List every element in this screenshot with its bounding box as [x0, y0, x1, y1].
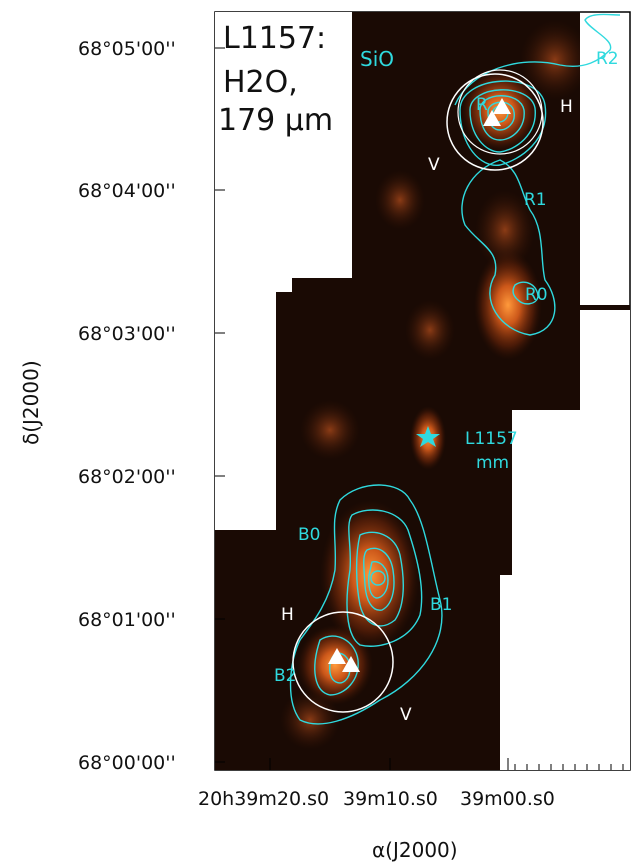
label-r: R: [476, 95, 488, 115]
beam-circle-north-small: [457, 69, 543, 155]
label-source-mm: mm: [476, 453, 509, 473]
y-ticks: [215, 47, 225, 763]
y-tick-label: 68°04'00'': [78, 180, 176, 202]
emission-blob: [280, 690, 340, 750]
title-line3: 179 μm: [218, 103, 333, 138]
title-line2: H2O,: [223, 65, 298, 100]
label-b1: B1: [430, 595, 452, 615]
y-tick-label: 68°03'00'': [78, 323, 176, 345]
x-ticks: [269, 758, 624, 770]
y-tick-label: 68°00'00'': [78, 752, 176, 774]
emission-blob: [297, 625, 373, 705]
triangle-marker: [342, 656, 360, 672]
x-tick-label: 20h39m20.s0: [198, 788, 329, 810]
x-axis-title: α(J2000): [372, 838, 458, 862]
triangle-marker: [328, 648, 346, 664]
y-tick-label: 68°01'00'': [78, 609, 176, 631]
x-tick-label: 39m10.s0: [343, 788, 438, 810]
y-axis-title: δ(J2000): [19, 360, 43, 445]
emission-blob: [475, 190, 535, 270]
beam-circle-north: [446, 73, 544, 171]
label-b2: B2: [274, 666, 296, 686]
label-v-south: V: [400, 705, 412, 725]
label-source-name: L1157: [465, 429, 518, 449]
sio-contours: [289, 13, 621, 725]
no-coverage-region: [215, 12, 352, 530]
label-r0: R0: [525, 285, 548, 305]
emission-blob: [300, 400, 360, 460]
star-icon: [416, 426, 440, 447]
label-v-north: V: [428, 155, 440, 175]
no-coverage-region: [500, 310, 630, 770]
triangle-marker: [483, 110, 501, 126]
emission-blob: [520, 20, 590, 100]
title-line1: L1157:: [223, 21, 326, 56]
emission-blob: [405, 300, 455, 360]
y-tick-label: 68°02'00'': [78, 466, 176, 488]
beam-circle-south: [292, 611, 394, 713]
label-b0: B0: [298, 525, 320, 545]
label-h-north: H: [560, 97, 573, 117]
title-tracer: SiO: [360, 47, 394, 71]
label-r2: R2: [596, 49, 619, 69]
emission-blob: [474, 250, 542, 360]
triangle-marker: [493, 98, 511, 114]
emission-blob: [375, 170, 425, 230]
y-tick-label: 68°05'00'': [78, 38, 176, 60]
label-h-south: H: [281, 605, 294, 625]
label-r1: R1: [524, 190, 547, 210]
x-tick-label: 39m00.s0: [460, 788, 555, 810]
